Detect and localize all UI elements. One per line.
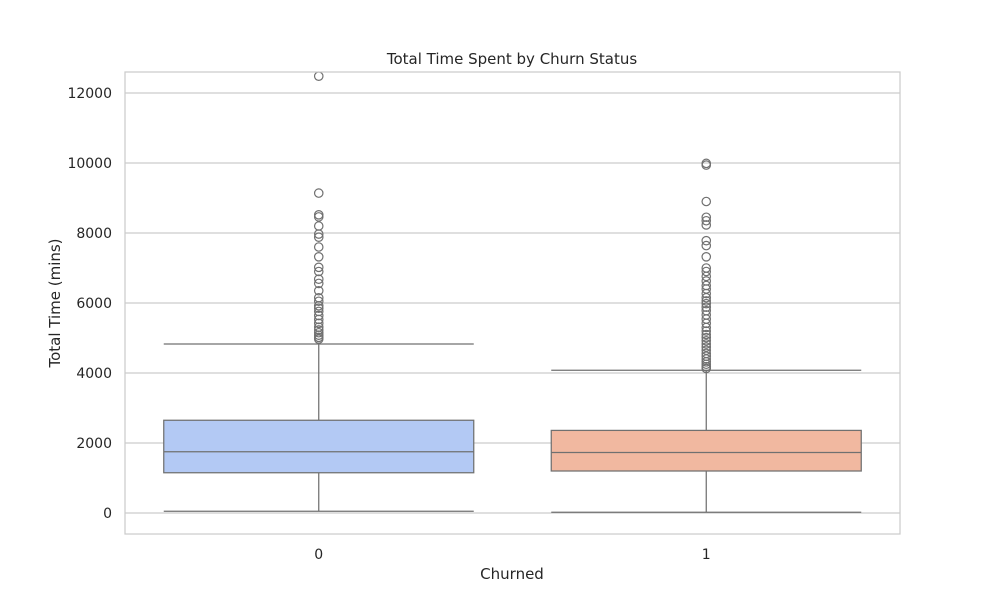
outlier-point	[313, 278, 324, 289]
plot-frame	[124, 71, 901, 535]
box-group-0	[163, 71, 475, 512]
outlier-point	[313, 318, 324, 329]
outlier-point	[701, 339, 712, 349]
y-tick-label: 0	[103, 506, 112, 522]
outlier-point	[701, 326, 712, 336]
plot-area	[163, 71, 862, 513]
outlier-point	[701, 266, 712, 277]
outlier-point	[313, 266, 324, 277]
outlier-point	[701, 220, 712, 230]
outlier-point	[701, 158, 712, 169]
outlier-point	[701, 296, 712, 306]
y-tick-label: 2000	[76, 436, 112, 452]
outlier-point	[701, 351, 712, 361]
outlier-point	[701, 361, 712, 372]
y-tick-label: 12000	[67, 86, 112, 102]
outlier-point	[701, 240, 712, 251]
outlier-point	[313, 221, 324, 231]
outlier-point	[701, 332, 712, 343]
box-iqr	[163, 419, 475, 474]
outlier-point	[701, 235, 712, 246]
outlier-point	[313, 251, 324, 262]
outlier-point	[701, 342, 712, 352]
outlier-point	[701, 345, 712, 356]
outlier-point	[701, 298, 712, 309]
x-tick-label: 0	[314, 547, 323, 563]
outlier-point	[313, 242, 324, 252]
outlier-point	[701, 348, 712, 359]
y-axis-label: Total Time (mins)	[46, 238, 64, 368]
outlier-point	[313, 310, 324, 321]
box-iqr	[550, 429, 862, 472]
outlier-point	[313, 274, 324, 284]
outlier-point	[701, 329, 712, 340]
outlier-point	[701, 263, 712, 273]
outlier-point	[313, 296, 324, 307]
outlier-point	[701, 212, 712, 223]
y-tick-label: 4000	[76, 366, 112, 382]
y-tick-label: 6000	[76, 296, 112, 312]
outlier-point	[313, 188, 324, 198]
outlier-point	[313, 303, 324, 314]
outlier-point	[313, 325, 324, 335]
outlier-point	[313, 285, 324, 296]
outlier-point	[701, 251, 712, 262]
y-tick-label: 8000	[76, 226, 112, 242]
x-tick-label: 1	[702, 547, 711, 563]
outlier-point	[701, 215, 712, 226]
outlier-point	[701, 276, 712, 286]
outlier-point	[701, 310, 712, 320]
outlier-point	[701, 302, 712, 312]
outlier-point	[313, 306, 324, 317]
box-group-1	[550, 158, 862, 513]
outlier-point	[313, 327, 324, 338]
outlier-point	[313, 210, 324, 220]
chart-title: Total Time Spent by Churn Status	[386, 50, 638, 68]
outlier-point	[313, 322, 324, 332]
outlier-point	[313, 71, 324, 81]
y-tick-label: 10000	[67, 156, 112, 172]
outlier-point	[701, 335, 712, 346]
x-axis-label: Churned	[480, 565, 544, 583]
outlier-point	[701, 280, 712, 291]
outlier-point	[701, 196, 712, 207]
outlier-point	[313, 292, 324, 303]
outlier-point	[701, 305, 712, 316]
y-axis-ticks: 0 2000 4000 6000 8000 10000 12000	[67, 86, 112, 522]
outlier-point	[313, 262, 324, 273]
outlier-point	[313, 232, 324, 242]
